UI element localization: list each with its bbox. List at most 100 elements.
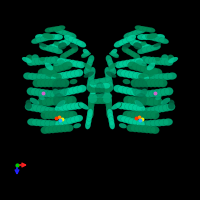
Ellipse shape: [153, 57, 161, 65]
Ellipse shape: [129, 71, 137, 79]
Ellipse shape: [39, 95, 45, 100]
Ellipse shape: [67, 103, 75, 110]
Ellipse shape: [147, 107, 156, 114]
Ellipse shape: [22, 57, 32, 63]
Ellipse shape: [96, 85, 104, 93]
Ellipse shape: [140, 41, 146, 46]
Ellipse shape: [149, 90, 157, 98]
Ellipse shape: [164, 87, 173, 95]
Ellipse shape: [53, 125, 61, 133]
Ellipse shape: [145, 97, 154, 106]
Ellipse shape: [119, 123, 127, 128]
Ellipse shape: [77, 40, 86, 47]
Ellipse shape: [141, 120, 151, 128]
Ellipse shape: [84, 71, 94, 78]
Ellipse shape: [50, 71, 59, 77]
Ellipse shape: [144, 44, 153, 51]
Ellipse shape: [131, 79, 139, 87]
Ellipse shape: [123, 60, 131, 67]
Ellipse shape: [140, 97, 150, 106]
Ellipse shape: [40, 35, 50, 41]
Ellipse shape: [45, 120, 54, 127]
Ellipse shape: [126, 88, 136, 95]
Ellipse shape: [77, 85, 87, 93]
Ellipse shape: [131, 58, 139, 65]
Ellipse shape: [153, 68, 162, 76]
Ellipse shape: [140, 73, 149, 81]
Ellipse shape: [93, 94, 103, 101]
Ellipse shape: [88, 104, 94, 114]
Ellipse shape: [70, 116, 79, 123]
Ellipse shape: [63, 51, 71, 57]
Ellipse shape: [47, 101, 52, 106]
Ellipse shape: [121, 103, 129, 110]
Ellipse shape: [65, 59, 73, 66]
Ellipse shape: [147, 79, 155, 87]
Ellipse shape: [132, 63, 141, 71]
Ellipse shape: [129, 39, 138, 46]
Ellipse shape: [147, 33, 158, 39]
Ellipse shape: [79, 102, 89, 110]
Ellipse shape: [41, 79, 49, 87]
Ellipse shape: [141, 56, 149, 64]
Ellipse shape: [163, 118, 173, 126]
Ellipse shape: [106, 104, 112, 114]
Ellipse shape: [108, 63, 117, 70]
Ellipse shape: [111, 49, 117, 54]
Ellipse shape: [55, 74, 62, 80]
Ellipse shape: [110, 66, 116, 75]
Ellipse shape: [147, 111, 155, 119]
Ellipse shape: [73, 123, 81, 128]
Ellipse shape: [132, 96, 141, 105]
Ellipse shape: [57, 111, 65, 119]
Ellipse shape: [53, 60, 64, 66]
Ellipse shape: [127, 35, 136, 42]
Ellipse shape: [48, 46, 58, 53]
Ellipse shape: [151, 44, 161, 50]
Ellipse shape: [51, 73, 60, 81]
Ellipse shape: [116, 102, 122, 108]
Ellipse shape: [57, 125, 65, 132]
Ellipse shape: [53, 34, 63, 40]
Ellipse shape: [114, 40, 123, 47]
Ellipse shape: [67, 117, 75, 124]
Ellipse shape: [135, 25, 143, 31]
Ellipse shape: [136, 64, 146, 72]
Ellipse shape: [47, 44, 56, 51]
Ellipse shape: [62, 31, 72, 37]
Ellipse shape: [107, 81, 113, 91]
Ellipse shape: [74, 115, 83, 122]
Ellipse shape: [42, 68, 52, 77]
Ellipse shape: [54, 41, 60, 46]
Ellipse shape: [76, 61, 85, 68]
Ellipse shape: [59, 119, 68, 126]
Ellipse shape: [56, 100, 65, 108]
Ellipse shape: [55, 89, 65, 97]
Ellipse shape: [86, 113, 92, 121]
Ellipse shape: [47, 56, 55, 64]
Ellipse shape: [138, 74, 145, 80]
Ellipse shape: [159, 104, 167, 112]
Ellipse shape: [139, 26, 147, 31]
Ellipse shape: [150, 74, 159, 81]
Ellipse shape: [151, 34, 160, 40]
Ellipse shape: [61, 79, 69, 87]
Ellipse shape: [106, 76, 113, 86]
Ellipse shape: [121, 70, 130, 77]
Ellipse shape: [162, 104, 171, 111]
Ellipse shape: [31, 58, 39, 66]
Ellipse shape: [136, 96, 146, 105]
Ellipse shape: [113, 85, 123, 93]
Ellipse shape: [30, 98, 39, 105]
Ellipse shape: [88, 72, 95, 82]
Ellipse shape: [128, 31, 138, 37]
Ellipse shape: [125, 103, 133, 110]
Ellipse shape: [53, 26, 61, 31]
Ellipse shape: [57, 25, 65, 31]
Ellipse shape: [87, 109, 94, 119]
Ellipse shape: [33, 104, 41, 112]
Ellipse shape: [127, 111, 135, 119]
Ellipse shape: [81, 51, 90, 58]
Ellipse shape: [142, 34, 151, 40]
Ellipse shape: [140, 43, 149, 50]
